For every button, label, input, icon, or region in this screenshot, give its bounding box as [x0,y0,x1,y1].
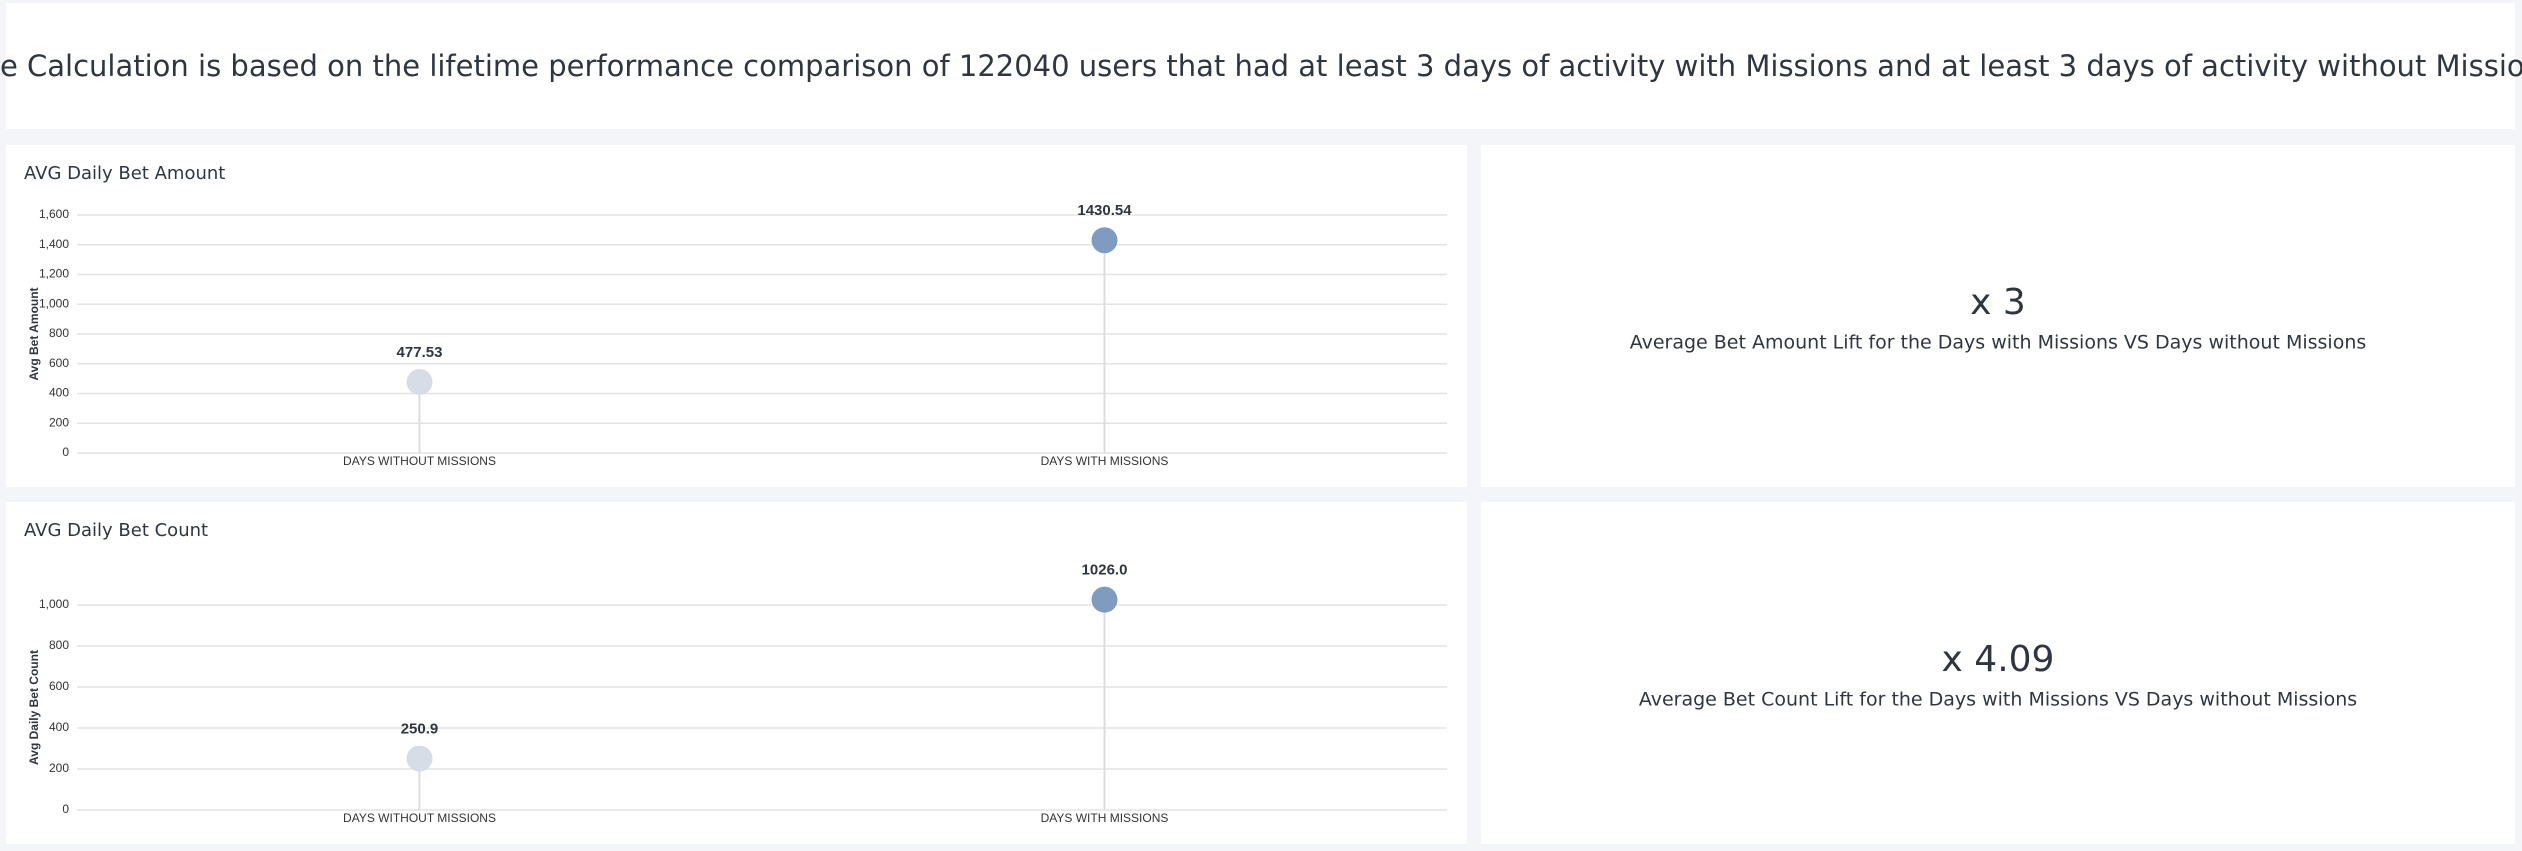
y-tick-label: 0 [62,802,69,816]
x-tick-label: DAYS WITHOUT MISSIONS [343,811,496,825]
header-text: The Calculation is based on the lifetime… [0,49,2522,83]
y-tick-label: 1,200 [39,267,69,281]
x-tick-label: DAYS WITHOUT MISSIONS [343,454,496,468]
lollipop-dot [1091,586,1118,613]
chart-title: AVG Daily Bet Count [24,520,208,541]
lollipop-dot [1091,227,1118,254]
y-tick-label: 600 [49,356,69,370]
lollipop-dot [406,368,433,395]
header-panel [6,3,2515,129]
y-tick-label: 200 [49,761,69,775]
y-tick-label: 1,400 [39,237,69,251]
y-axis-label: Avg Daily Bet Count [27,650,41,765]
lollipop-dot [406,745,433,772]
data-label: 1430.54 [1077,202,1132,219]
chart-title: AVG Daily Bet Amount [24,163,225,184]
kpi-panel [1481,145,2515,487]
y-tick-label: 1,000 [39,296,69,310]
chart-panel [6,502,1467,844]
y-tick-label: 400 [49,720,69,734]
x-tick-label: DAYS WITH MISSIONS [1041,454,1169,468]
kpi-value: x 4.09 [1942,639,2055,680]
y-tick-label: 200 [49,415,69,429]
y-tick-label: 800 [49,326,69,340]
data-label: 1026.0 [1082,562,1128,579]
y-tick-label: 0 [62,445,69,459]
kpi-label: Average Bet Count Lift for the Days with… [1639,689,2357,711]
data-label: 477.53 [397,344,443,361]
y-tick-label: 1,600 [39,207,69,221]
kpi-panel [1481,502,2515,844]
y-tick-label: 800 [49,638,69,652]
kpi-label: Average Bet Amount Lift for the Days wit… [1630,332,2367,354]
data-label: 250.9 [401,721,439,738]
y-tick-label: 400 [49,386,69,400]
y-tick-label: 1,000 [39,597,69,611]
x-tick-label: DAYS WITH MISSIONS [1041,811,1169,825]
y-tick-label: 600 [49,679,69,693]
kpi-value: x 3 [1970,282,2026,323]
chart-panel [6,145,1467,487]
y-axis-label: Avg Bet Amount [27,287,41,380]
